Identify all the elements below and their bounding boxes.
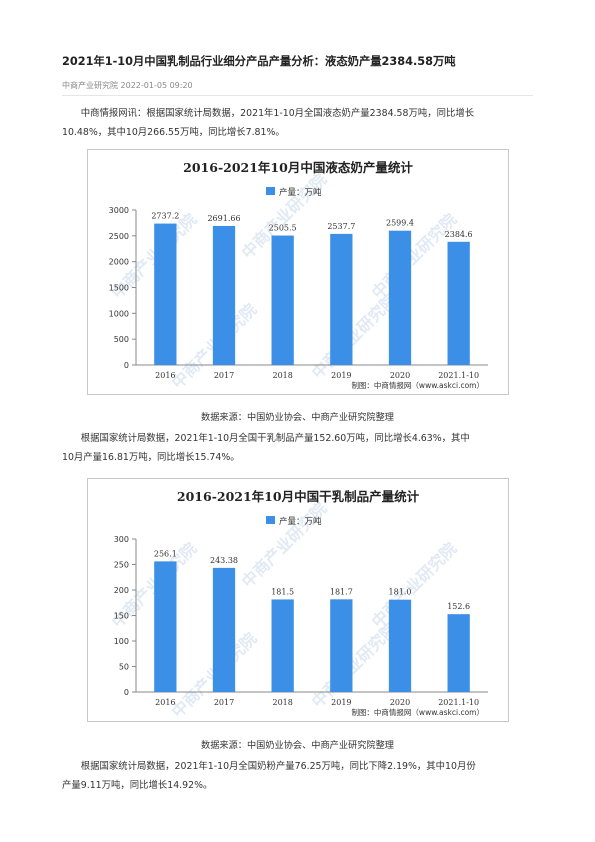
x-tick-label: 2020 xyxy=(390,371,410,380)
watermark-text: 中商产业研究院 xyxy=(238,499,331,592)
chart-caption: 数据来源：中国奶业协会、中商产业研究院整理 xyxy=(201,740,394,751)
data-label: 256.1 xyxy=(154,549,177,558)
bar xyxy=(271,235,294,365)
data-label: 2691.66 xyxy=(207,214,240,223)
bar xyxy=(330,233,353,365)
data-label: 2599.4 xyxy=(386,219,414,228)
watermark-text: 中商产业研究院 xyxy=(308,619,401,712)
chart-dry-dairy: 中商产业研究院中商产业研究院中商产业研究院中商产业研究院中商产业研究院2016-… xyxy=(87,478,509,722)
legend-swatch xyxy=(266,187,275,195)
paragraph-dry-dairy: 根据国家统计局数据，2021年1-10月全国干乳制品产量152.60万吨，同比增… xyxy=(62,429,534,467)
paragraph-line: 10.48%，其中10月266.55万吨，同比增长7.81%。 xyxy=(62,127,285,138)
bar xyxy=(447,614,470,692)
x-tick-label: 2017 xyxy=(214,371,234,380)
bar xyxy=(212,567,236,692)
bar xyxy=(330,599,353,692)
watermark-text: 中商产业研究院 xyxy=(368,210,461,303)
bar xyxy=(388,599,412,692)
y-tick-label: 300 xyxy=(114,535,129,544)
paragraph-line: 根据国家统计局数据，2021年1-10月全国干乳制品产量152.60万吨，同比增… xyxy=(80,433,470,444)
title-divider xyxy=(62,95,533,96)
article-title: 2021年1-10月中国乳制品行业细分产品产量分析：液态奶产量2384.58万吨 xyxy=(62,55,456,68)
data-label: 2384.6 xyxy=(445,230,473,239)
x-tick-label: 2018 xyxy=(272,371,292,380)
bar xyxy=(447,241,470,365)
y-tick-label: 2500 xyxy=(109,232,129,241)
x-tick-label: 2019 xyxy=(331,698,351,707)
data-label: 181.5 xyxy=(271,587,294,596)
y-tick-label: 0 xyxy=(124,688,129,697)
y-tick-label: 1500 xyxy=(109,284,129,293)
paragraph-liquid-milk: 中商情报网讯：根据国家统计局数据，2021年1-10月全国液态奶产量2384.5… xyxy=(62,104,534,142)
bar xyxy=(388,230,412,365)
chart-title: 2016-2021年10月中国液态奶产量统计 xyxy=(183,160,413,175)
data-label: 2537.7 xyxy=(327,222,355,231)
paragraph-line: 中商情报网讯：根据国家统计局数据，2021年1-10月全国液态奶产量2384.5… xyxy=(80,108,475,119)
chart-caption: 数据来源：中国奶业协会、中商产业研究院整理 xyxy=(201,412,394,423)
chart-credit: 制图：中商情报网（www.askci.com） xyxy=(351,707,484,717)
y-tick-label: 200 xyxy=(114,586,129,595)
legend-label: 产量：万吨 xyxy=(279,187,322,198)
watermark-text: 中商产业研究院 xyxy=(308,290,401,383)
x-tick-label: 2016 xyxy=(155,698,175,707)
bar xyxy=(212,225,236,365)
y-tick-label: 100 xyxy=(114,637,129,646)
y-tick-label: 250 xyxy=(114,561,129,570)
bar xyxy=(154,561,177,692)
paragraph-line: 10月产量16.81万吨，同比增长15.74%。 xyxy=(62,452,240,463)
chart-credit: 制图：中商情报网（www.askci.com） xyxy=(351,380,484,390)
x-tick-label: 2019 xyxy=(331,371,351,380)
x-tick-label: 2021.1-10 xyxy=(438,371,479,380)
data-label: 181.7 xyxy=(330,587,353,596)
chart-title: 2016-2021年10月中国干乳制品产量统计 xyxy=(177,489,420,504)
x-tick-label: 2020 xyxy=(390,698,410,707)
bar xyxy=(271,599,294,692)
y-tick-label: 150 xyxy=(114,612,129,621)
chart-liquid-milk: 中商产业研究院中商产业研究院中商产业研究院中商产业研究院中商产业研究院2016-… xyxy=(87,149,509,395)
data-label: 181.0 xyxy=(389,588,412,597)
y-tick-label: 50 xyxy=(119,663,129,672)
paragraph-milk-powder: 根据国家统计局数据，2021年1-10月全国奶粉产量76.25万吨，同比下降2.… xyxy=(62,757,534,795)
x-tick-label: 2017 xyxy=(214,698,234,707)
data-label: 152.6 xyxy=(447,602,470,611)
y-tick-label: 3000 xyxy=(109,206,129,215)
bar xyxy=(154,223,177,365)
y-tick-label: 500 xyxy=(114,335,129,344)
y-tick-label: 2000 xyxy=(109,258,129,267)
chart-svg: 中商产业研究院中商产业研究院中商产业研究院中商产业研究院中商产业研究院2016-… xyxy=(108,489,488,721)
article-meta: 中商产业研究院 2022-01-05 09:20 xyxy=(62,81,193,90)
paragraph-line: 产量9.11万吨，同比增长14.92%。 xyxy=(62,780,213,791)
data-label: 2505.5 xyxy=(269,224,297,233)
chart-svg: 中商产业研究院中商产业研究院中商产业研究院中商产业研究院中商产业研究院2016-… xyxy=(108,160,488,392)
paragraph-line: 根据国家统计局数据，2021年1-10月全国奶粉产量76.25万吨，同比下降2.… xyxy=(80,761,476,772)
x-tick-label: 2021.1-10 xyxy=(438,698,479,707)
y-tick-label: 1000 xyxy=(109,309,129,318)
watermark-text: 中商产业研究院 xyxy=(368,539,461,632)
x-tick-label: 2018 xyxy=(272,698,292,707)
legend-swatch xyxy=(266,516,275,524)
y-tick-label: 0 xyxy=(124,361,129,370)
data-label: 2737.2 xyxy=(151,212,179,221)
x-tick-label: 2016 xyxy=(155,371,175,380)
data-label: 243.38 xyxy=(210,556,238,565)
legend-label: 产量：万吨 xyxy=(279,516,322,527)
